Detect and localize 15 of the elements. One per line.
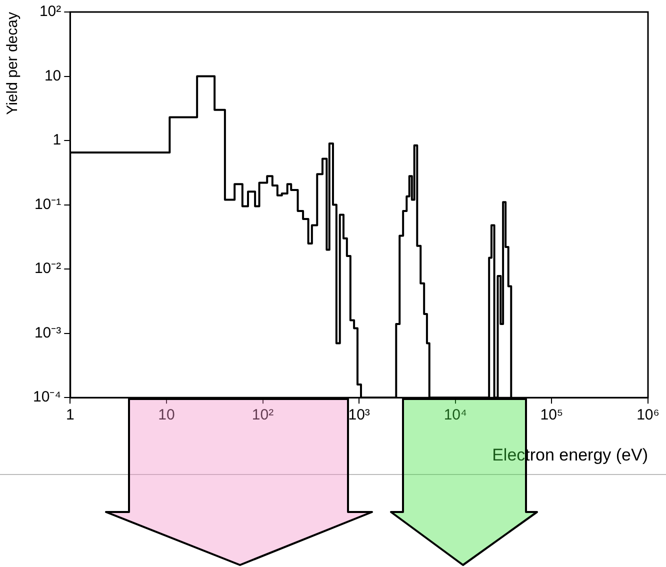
y-tick-label: 10⁻³ [34, 324, 62, 342]
y-tick-label: 10⁻⁴ [32, 388, 62, 406]
y-tick-label: 10⁻¹ [34, 196, 62, 213]
y-tick-label: 1 [52, 132, 62, 149]
y-tick-label: 10⁻² [34, 260, 62, 278]
x-tick-label: 1 [66, 406, 74, 424]
x-tick-label: 10⁶ [636, 406, 660, 424]
x-tick-label: 10⁵ [540, 406, 564, 424]
x-tick-label: 10² [252, 406, 274, 424]
x-tick-label: 10 [158, 406, 175, 424]
y-tick-label: 10² [39, 3, 62, 20]
x-tick-label: 10⁴ [444, 406, 467, 424]
x-tick-label: 10³ [348, 406, 370, 424]
y-tick-label: 10 [44, 67, 62, 84]
y-axis-title: Yield per decay [4, 12, 22, 115]
